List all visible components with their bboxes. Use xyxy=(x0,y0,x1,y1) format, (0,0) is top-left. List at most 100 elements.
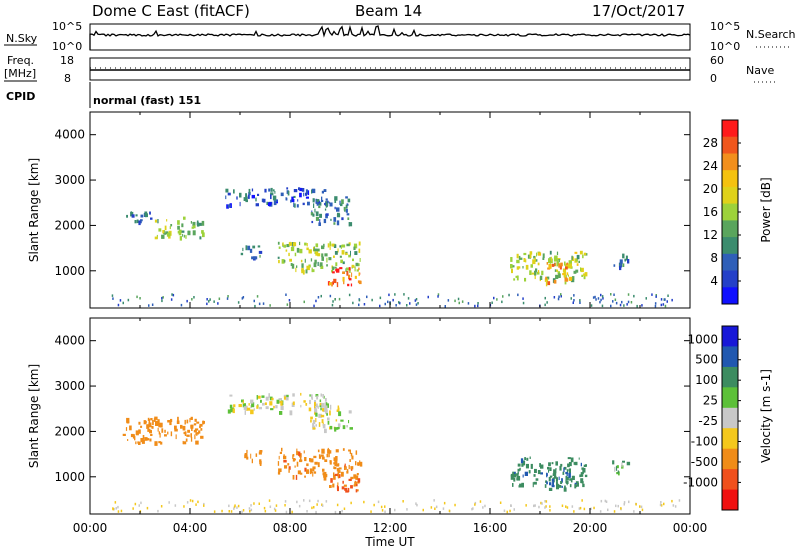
echo-region xyxy=(126,211,153,226)
echo-cell xyxy=(564,281,567,285)
echo-cell xyxy=(503,509,506,512)
echo-cell xyxy=(343,206,346,211)
echo-cell xyxy=(201,230,204,234)
echo-cell xyxy=(312,427,316,430)
echo-cell xyxy=(301,269,305,274)
echo-cell xyxy=(333,244,337,248)
colorbar-tick-label: -25 xyxy=(698,414,718,428)
colorbar-frame xyxy=(721,325,739,511)
echo-cell xyxy=(260,399,262,403)
echo-cell xyxy=(250,508,253,512)
echo-cell xyxy=(296,204,299,208)
echo-cell xyxy=(599,510,602,513)
echo-cell xyxy=(315,403,318,408)
echo-cell xyxy=(337,212,340,217)
echo-cell xyxy=(281,259,285,264)
echo-cell xyxy=(300,259,303,263)
echo-cell xyxy=(146,213,148,218)
echo-cell xyxy=(528,470,531,474)
echo-cell xyxy=(537,252,542,256)
echo-cell xyxy=(323,407,326,413)
echo-cell xyxy=(558,263,561,268)
echo-region xyxy=(225,187,329,209)
echo-cell xyxy=(322,424,326,429)
echo-cell xyxy=(517,468,520,472)
echo-cell xyxy=(296,451,299,456)
echo-cell xyxy=(154,416,158,420)
echo-cell xyxy=(615,301,618,305)
echo-cell xyxy=(343,484,347,487)
echo-cell xyxy=(270,194,272,200)
echo-cell xyxy=(327,200,329,204)
echo-cell xyxy=(568,276,573,281)
echo-cell xyxy=(402,500,404,503)
echo-cell xyxy=(272,195,277,201)
echo-cell xyxy=(130,433,134,438)
echo-cell xyxy=(129,425,132,431)
colorbar-swatch xyxy=(722,237,738,255)
echo-cell xyxy=(298,187,301,191)
echo-cell xyxy=(331,282,333,287)
echo-cell xyxy=(346,271,349,276)
echo-cell xyxy=(202,420,205,425)
echo-cell xyxy=(160,441,163,445)
echo-cell xyxy=(584,474,588,478)
echo-cell xyxy=(517,293,519,297)
echo-cell xyxy=(162,296,164,299)
echo-cell xyxy=(444,305,446,308)
echo-cell xyxy=(310,212,314,216)
echo-cell xyxy=(324,202,326,206)
echo-cell xyxy=(270,408,274,411)
echo-cell xyxy=(194,428,199,431)
echo-cell xyxy=(334,206,336,210)
echo-cell xyxy=(335,262,338,266)
echo-cell xyxy=(321,503,323,506)
echo-cell xyxy=(318,202,322,206)
echo-cell xyxy=(639,505,641,508)
echo-cell xyxy=(248,188,251,194)
echo-cell xyxy=(341,244,346,248)
echo-cell xyxy=(199,425,201,429)
echo-cell xyxy=(510,504,512,507)
echo-cell xyxy=(149,438,152,442)
ytick-label: 4000 xyxy=(54,334,85,348)
echo-cell xyxy=(233,507,235,510)
echo-cell xyxy=(348,293,351,297)
echo-cell xyxy=(546,262,548,265)
echo-cell xyxy=(198,430,201,434)
echo-cell xyxy=(315,412,318,417)
echo-cell xyxy=(556,481,558,486)
echo-cell xyxy=(516,253,519,259)
echo-cell xyxy=(233,404,236,408)
echo-cell xyxy=(191,226,194,229)
echo-cell xyxy=(590,304,593,307)
echo-cell xyxy=(302,270,305,275)
echo-region xyxy=(244,449,263,466)
echo-cell xyxy=(230,510,233,513)
echo-cell xyxy=(296,500,298,504)
date-title: 17/Oct/2017 xyxy=(592,2,685,20)
echo-cell xyxy=(329,245,331,250)
echo-cell xyxy=(356,484,358,487)
echo-cell xyxy=(161,299,163,303)
echo-cell xyxy=(256,295,259,298)
echo-cell xyxy=(317,405,319,409)
echo-cell xyxy=(180,424,183,429)
echo-cell xyxy=(626,303,628,306)
echo-cell xyxy=(290,199,292,203)
echo-cell xyxy=(551,478,555,482)
echo-cell xyxy=(312,188,316,194)
echo-cell xyxy=(358,241,361,246)
echo-cell xyxy=(348,222,353,227)
echo-cell xyxy=(310,258,313,262)
echo-cell xyxy=(277,256,280,259)
echo-cell xyxy=(268,202,272,205)
colorbar-tick-label: 25 xyxy=(703,394,718,408)
echo-cell xyxy=(349,268,351,273)
echo-cell xyxy=(414,299,417,302)
echo-cell xyxy=(296,265,298,268)
echo-cell xyxy=(353,474,357,479)
echo-cell xyxy=(535,268,538,273)
echo-cell xyxy=(556,259,559,264)
